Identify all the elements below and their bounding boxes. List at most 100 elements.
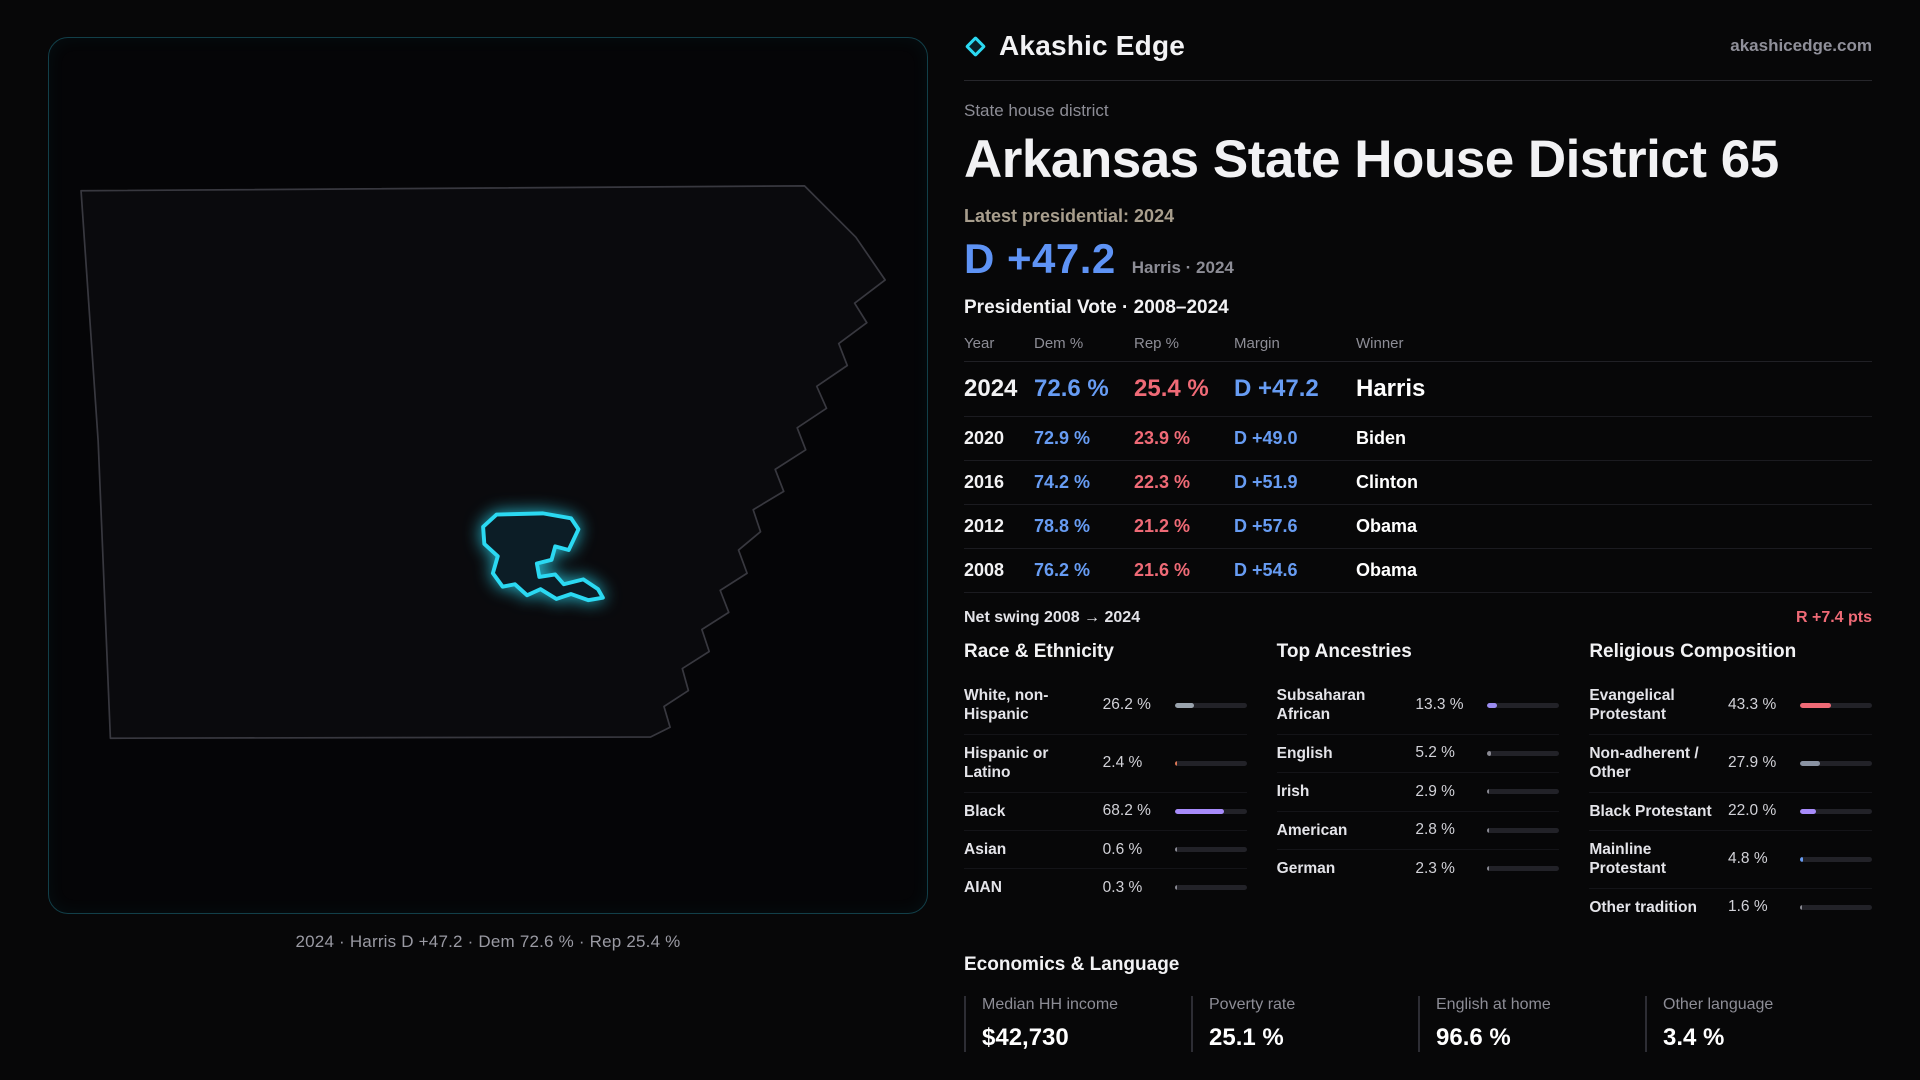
page-title: Arkansas State House District 65 [964,130,1779,189]
demographic-bar-fill [1174,760,1177,766]
demographic-value: 43.3 % [1727,696,1777,714]
vote-dem-pct: 74.2 % [1034,472,1091,492]
demographic-row: Evangelical Protestant 43.3 % [1589,677,1872,735]
vote-margin: D +57.6 [1234,516,1298,536]
demographic-bar [1487,827,1560,833]
vote-winner: Obama [1356,560,1418,580]
vote-margin: D +47.2 [1234,375,1319,402]
demographic-label: Black [964,802,1006,820]
header-bar: Akashic Edge akashicedge.com [964,30,1872,81]
presidential-vote-table: Year Dem % Rep % Margin Winner 2024 72.6… [964,327,1872,593]
vote-table-row: 2024 72.6 % 25.4 % D +47.2 Harris [964,362,1872,417]
race-ethnicity-title: Race & Ethnicity [964,641,1114,662]
race-ethnicity-section: Race & Ethnicity White, non-Hispanic 26.… [964,641,1247,926]
demographic-value: 4.8 % [1727,850,1768,868]
race-ethnicity-list: White, non-Hispanic 26.2 % Hispanic or L… [964,677,1247,907]
vote-dem-pct: 72.6 % [1034,375,1109,402]
vote-table-row: 2016 74.2 % 22.3 % D +51.9 Clinton [964,461,1872,505]
demographic-value: 26.2 % [1102,696,1151,714]
col-dem: Dem % [1034,335,1084,352]
demographic-bar-fill [1487,789,1490,795]
demographic-bar-fill [1174,885,1177,891]
demographic-label: American [1276,821,1348,839]
economics-stat-value: 96.6 % [1436,1024,1511,1051]
demographic-bar-fill [1799,856,1804,862]
demographic-row: AIAN 0.3 % [964,869,1247,906]
demographic-label: Subsaharan African [1276,687,1366,724]
vote-rep-pct: 21.2 % [1134,516,1191,536]
headline-margin-row: D +47.2 Harris · 2024 [964,235,1872,283]
site-link[interactable]: akashicedge.com [1730,36,1872,55]
vote-year: 2008 [964,560,1005,580]
economics-stat-label: Poverty rate [1209,996,1296,1013]
demographic-bar [1799,702,1872,708]
vote-table-row: 2020 72.9 % 23.9 % D +49.0 Biden [964,417,1872,461]
vote-table-row: 2012 78.8 % 21.2 % D +57.6 Obama [964,505,1872,549]
demographic-bar [1799,808,1872,814]
net-swing-label: Net swing 2008 → 2024 [964,609,1141,626]
religious-composition-title: Religious Composition [1589,641,1797,662]
demographic-label: Non-adherent / Other [1589,744,1699,782]
vote-winner: Harris [1356,375,1426,402]
demographic-row: White, non-Hispanic 26.2 % [964,677,1247,735]
demographic-value: 27.9 % [1727,754,1777,772]
headline-margin-note: Harris · 2024 [1131,258,1234,277]
demographic-bar [1799,760,1872,766]
demographic-label: German [1276,859,1336,877]
demographic-value: 2.3 % [1415,859,1455,877]
economics-stat: Poverty rate 25.1 % [1191,996,1418,1052]
map-column: 2024 · Harris D +47.2 · Dem 72.6 % · Rep… [48,37,928,951]
demographic-bar [1487,702,1560,708]
demographic-row: Asian 0.6 % [964,831,1247,870]
demographic-bar [1487,789,1560,795]
vote-margin: D +49.0 [1234,428,1298,448]
demographic-value: 22.0 % [1727,802,1777,820]
col-margin: Margin [1234,335,1280,352]
demographic-bar-fill [1799,702,1832,708]
demographic-label: Other tradition [1589,898,1697,916]
top-ancestries-list: Subsaharan African 13.3 % English 5.2 % … [1276,677,1560,887]
demographic-row: Black Protestant 22.0 % [1589,793,1872,831]
economics-title: Economics & Language [964,954,1180,975]
demographic-row: German 2.3 % [1277,850,1560,887]
demographic-row: Subsaharan African 13.3 % [1276,677,1560,735]
headline-margin-value: D +47.2 [964,235,1116,282]
demographic-value: 5.2 % [1415,744,1455,762]
vote-year: 2016 [964,472,1005,492]
vote-dem-pct: 72.9 % [1034,428,1091,448]
vote-margin: D +51.9 [1234,472,1298,492]
kicker-label: State house district [964,101,1109,120]
demographic-bar-fill [1799,904,1802,910]
demographic-bar-fill [1487,750,1492,756]
vote-year: 2024 [964,375,1018,402]
demographic-bar [1487,866,1560,872]
demographic-row: English 5.2 % [1276,735,1560,774]
net-swing-value: R +7.4 pts [1795,609,1872,626]
demographic-bar [1487,750,1560,756]
arkansas-map [80,185,887,740]
demographic-value: 0.6 % [1102,840,1143,858]
economics-stat-label: Median HH income [982,996,1119,1013]
economics-stat-label: English at home [1436,996,1551,1013]
demographic-label: Mainline Protestant [1589,840,1666,878]
demographic-bar-fill [1487,702,1497,708]
demographic-row: Mainline Protestant 4.8 % [1589,831,1872,889]
top-ancestries-section: Top Ancestries Subsaharan African 13.3 %… [1276,641,1560,926]
demographic-value: 2.8 % [1415,821,1455,839]
demographic-bar-fill [1174,847,1177,853]
demographic-label: White, non-Hispanic [964,687,1049,724]
demographic-row: Hispanic or Latino 2.4 % [964,735,1247,793]
vote-year: 2012 [964,516,1005,536]
demographic-label: Black Protestant [1589,802,1712,820]
content-column: Akashic Edge akashicedge.com State house… [964,0,1920,1080]
demographic-bar-fill [1487,827,1490,833]
economics-stat: Other language 3.4 % [1645,996,1872,1052]
demographic-bar-fill [1174,808,1224,814]
state-outline [80,185,887,740]
district-65-shape[interactable] [481,511,605,603]
demographic-value: 1.6 % [1727,898,1768,916]
economics-stat-label: Other language [1663,996,1774,1013]
vote-year: 2020 [964,428,1005,448]
vote-winner: Biden [1356,428,1407,448]
